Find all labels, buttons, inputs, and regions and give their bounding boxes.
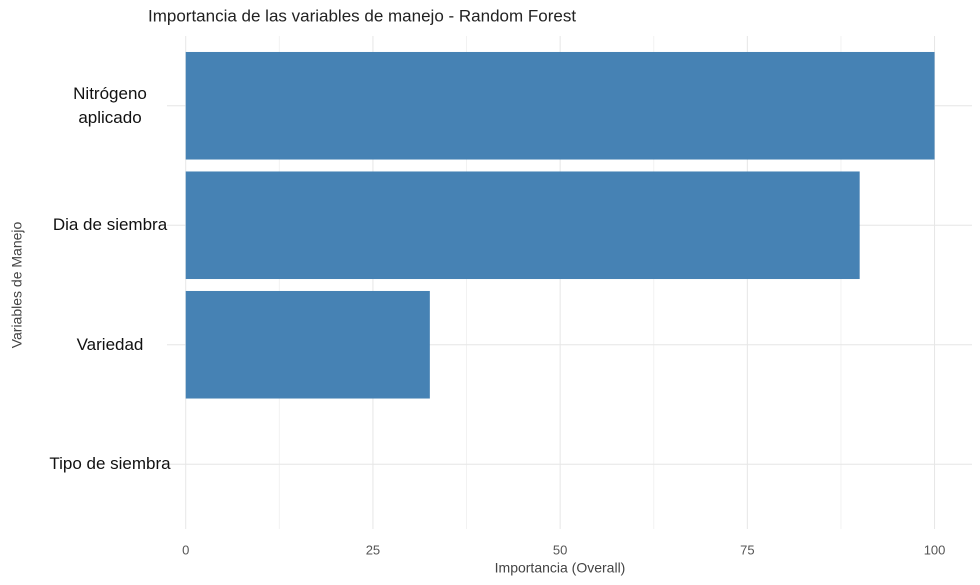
x-tick-label: 100: [924, 542, 946, 557]
bar: [185, 51, 935, 160]
x-tick-label: 0: [182, 542, 189, 557]
y-tick-label: Tipo de siembra: [49, 454, 171, 474]
x-axis-label: Importancia (Overall): [495, 560, 626, 576]
bar: [185, 290, 430, 399]
bar: [185, 171, 860, 280]
y-tick-label: Nitrógeno aplicado: [73, 83, 147, 127]
x-tick-label: 75: [740, 542, 754, 557]
y-tick-label: Variedad: [76, 334, 144, 354]
y-axis-label: Variables de Manejo: [9, 221, 25, 348]
y-tick-label: Dia de siembra: [52, 215, 168, 235]
x-tick-label: 25: [366, 542, 380, 557]
x-tick-label: 50: [553, 542, 567, 557]
chart-title: Importancia de las variables de manejo -…: [148, 6, 576, 25]
